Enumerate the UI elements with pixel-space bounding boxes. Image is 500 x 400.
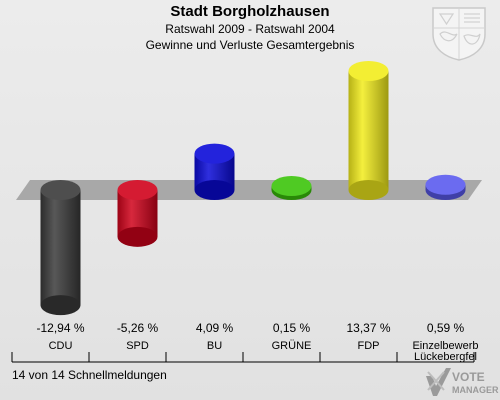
chart-title: Stadt Borgholzhausen <box>170 3 330 20</box>
category-label-5-line1: Lückebergfel <box>414 351 477 363</box>
bar-5 <box>425 174 466 200</box>
category-axis: -12,94 % CDU -5,26 % SPD 4,09 % BU 0,15 % GRÜNE… <box>11 321 479 363</box>
category-label-5: Einzelbewerb <box>412 340 478 352</box>
value-label-4: 13,37 % <box>346 321 390 335</box>
logo-line1: VOTE <box>452 370 485 384</box>
value-label-1: -5,26 % <box>117 321 159 335</box>
logo-line2: MANAGER <box>452 385 499 395</box>
value-label-5: 0,59 % <box>427 321 465 335</box>
value-label-0: -12,94 % <box>36 321 84 335</box>
category-label-3: GRÜNE <box>272 340 312 352</box>
bar-4 <box>348 61 389 200</box>
footer-note: 14 von 14 Schnellmeldungen <box>12 368 167 382</box>
coat-of-arms-icon <box>432 7 486 61</box>
bars-layer <box>16 61 482 316</box>
category-label-2: BU <box>207 340 222 352</box>
category-label-1: SPD <box>126 340 149 352</box>
category-label-4: FDP <box>358 340 380 352</box>
bar-0 <box>40 180 81 316</box>
value-label-3: 0,15 % <box>273 321 311 335</box>
zero-plane <box>16 180 482 200</box>
chart-subtitle: Ratswahl 2009 - Ratswahl 2004 <box>165 22 335 36</box>
votemanager-logo-icon: VOTE MANAGER <box>426 368 499 396</box>
category-label-0: CDU <box>49 340 73 352</box>
bar-1 <box>117 180 158 247</box>
value-label-2: 4,09 % <box>196 321 234 335</box>
bar-3 <box>271 176 312 200</box>
bar-2 <box>194 143 235 200</box>
chart-subtitle-2: Gewinne und Verluste Gesamtergebnis <box>145 38 355 52</box>
